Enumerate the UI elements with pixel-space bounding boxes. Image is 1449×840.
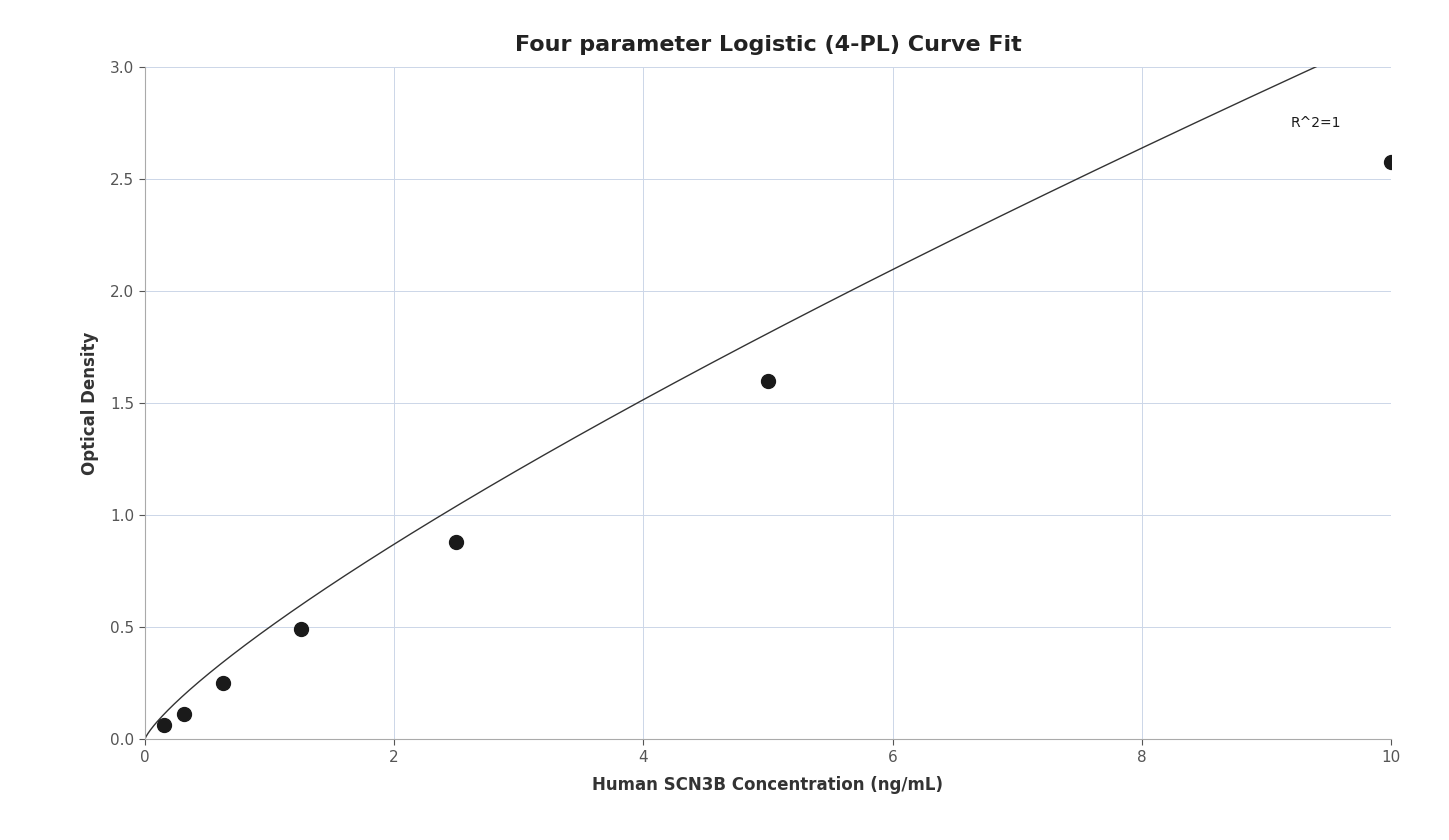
Point: [152, 718, 175, 732]
Text: R^2=1: R^2=1: [1291, 116, 1342, 130]
Point: [445, 535, 468, 549]
Point: [1379, 155, 1403, 169]
Y-axis label: Optical Density: Optical Density: [81, 332, 99, 475]
Point: [212, 677, 235, 690]
Title: Four parameter Logistic (4-PL) Curve Fit: Four parameter Logistic (4-PL) Curve Fit: [514, 34, 1022, 55]
Point: [756, 375, 780, 388]
Point: [290, 622, 313, 636]
X-axis label: Human SCN3B Concentration (ng/mL): Human SCN3B Concentration (ng/mL): [593, 775, 943, 794]
Point: [172, 707, 196, 721]
